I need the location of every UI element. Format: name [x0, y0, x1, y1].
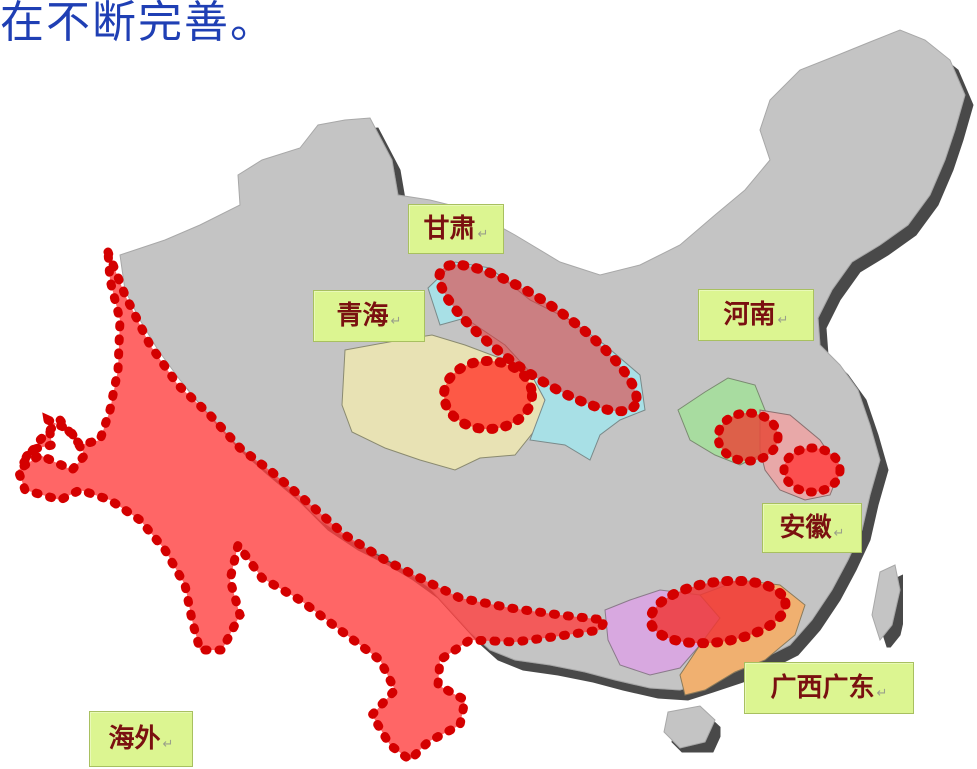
return-mark-icon: ↵ — [390, 313, 402, 329]
henan-zone-dotted — [713, 408, 783, 466]
label-henan: 河南 ↵ — [698, 289, 814, 341]
guangxi-guangdong-zone-dotted — [645, 575, 791, 649]
qinghai-zone-dotted — [439, 356, 537, 434]
hainan-island-shape — [663, 705, 716, 749]
label-gansu: 甘肃 ↵ — [408, 204, 504, 254]
return-mark-icon: ↵ — [777, 312, 789, 328]
return-mark-icon: ↵ — [162, 736, 174, 752]
return-mark-icon: ↵ — [477, 226, 489, 242]
return-mark-icon: ↵ — [876, 685, 888, 701]
label-qinghai-text: 青海 — [336, 301, 389, 331]
label-henan-text: 河南 — [723, 300, 776, 330]
label-overseas-text: 海外 — [108, 724, 161, 754]
header-text: 在不断完善。 — [0, 0, 276, 48]
label-gansu-text: 甘肃 — [423, 214, 476, 244]
label-anhui: 安徽 ↵ — [762, 503, 862, 553]
taiwan-island-shape — [871, 564, 901, 642]
overseas-migration-zone — [12, 250, 612, 766]
label-overseas: 海外 ↵ — [89, 711, 193, 767]
label-guangxi-guangdong-text: 广西广东 — [770, 673, 875, 703]
label-qinghai: 青海 ↵ — [313, 290, 425, 342]
label-guangxi-guangdong: 广西广东 ↵ — [744, 662, 914, 714]
label-anhui-text: 安徽 — [779, 513, 832, 543]
anhui-zone-dotted — [779, 443, 845, 497]
return-mark-icon: ↵ — [833, 525, 845, 541]
